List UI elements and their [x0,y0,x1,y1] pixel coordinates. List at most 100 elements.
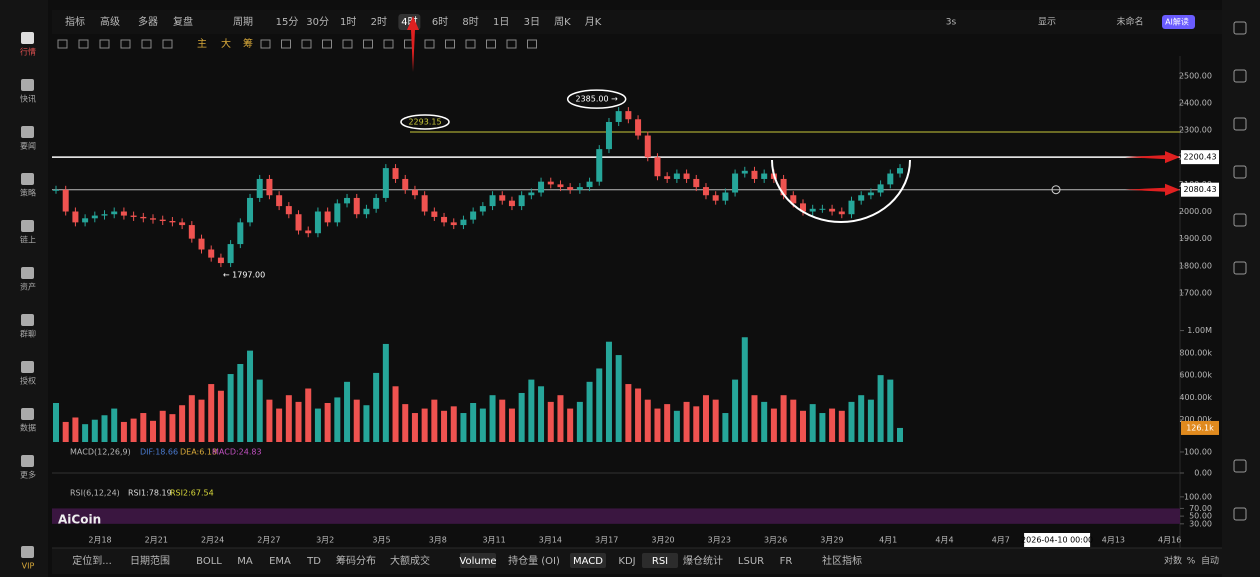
volume-bar [858,395,865,442]
bottom-item[interactable]: Volume [459,556,496,567]
sidebar-icon[interactable] [21,267,34,279]
period[interactable]: 8时 [462,16,478,28]
sidebar-label[interactable]: 策略 [20,188,36,198]
bottom-item[interactable]: MACD [573,556,603,567]
candle [829,208,836,212]
sidebar-label[interactable]: 行情 [20,47,36,57]
side-icon[interactable] [1233,213,1247,227]
tool-icon[interactable] [424,39,435,49]
sidebar-label[interactable]: 数据 [20,423,36,433]
period-label[interactable]: 周期 [233,16,253,28]
sidebar-icon[interactable] [21,126,34,138]
sidebar-label[interactable]: 链上 [20,235,36,245]
tool-icon[interactable] [57,39,68,49]
tool-icon[interactable] [445,39,455,49]
sidebar-icon[interactable] [21,79,34,91]
bottom-item[interactable]: RSI [652,556,668,567]
sidebar-label[interactable]: 群聊 [20,329,36,339]
bottom-item[interactable]: EMA [269,556,291,567]
bottom-item[interactable]: TD [306,556,321,567]
tool-icon[interactable] [120,39,131,49]
tool-icon[interactable] [527,39,537,49]
side-icon[interactable] [1233,459,1247,473]
bottom-item[interactable]: 定位到... [72,554,112,567]
bottom-right[interactable]: 自动 [1201,555,1219,567]
bottom-right[interactable]: % [1187,557,1196,567]
volume-bar [829,408,836,442]
tool-icon[interactable] [281,39,291,49]
tool-icon[interactable] [141,39,152,49]
period[interactable]: 1日 [493,17,509,28]
toolbar-item[interactable]: 多器 [138,15,158,28]
toolbar-item[interactable]: 复盘 [173,15,193,28]
toolbar-right[interactable]: AI解读 [1165,17,1189,27]
bottom-item[interactable]: 大额成交 [390,554,430,567]
draw-tool[interactable]: 大 [221,37,231,50]
sidebar-icon[interactable] [21,455,34,467]
side-icon[interactable] [1233,117,1247,131]
sidebar-label[interactable]: 快讯 [20,94,36,104]
side-icon[interactable] [1233,21,1247,35]
toolbar-item[interactable]: 高级 [100,15,120,28]
sidebar-icon[interactable] [21,361,34,373]
tool-icon[interactable] [301,39,312,49]
bottom-item[interactable]: LSUR [738,556,764,567]
tool-icon[interactable] [506,39,517,49]
tool-icon[interactable] [78,39,89,49]
red-arrow [407,16,419,72]
sidebar-icon[interactable] [21,314,34,326]
side-icon[interactable] [1233,261,1247,275]
sidebar-label[interactable]: 要闻 [20,142,36,151]
toolbar-right[interactable]: 显示 [1038,17,1056,28]
candle [799,203,806,212]
tool-icon[interactable] [322,39,332,49]
bottom-item[interactable]: KDJ [618,556,635,567]
side-icon[interactable] [1233,165,1247,179]
sidebar-icon[interactable] [21,173,34,185]
toolbar-right[interactable]: 未命名 [1116,16,1143,28]
sidebar-label[interactable]: VIP [22,562,35,571]
tool-icon[interactable] [363,39,373,49]
sidebar-label[interactable]: 更多 [20,470,36,480]
sidebar-label[interactable]: 授权 [20,376,36,386]
bottom-item[interactable]: MA [237,556,253,567]
sidebar-icon[interactable] [21,546,34,558]
line-label: 2293.15 [408,117,441,126]
period[interactable]: 3日 [524,17,540,28]
sidebar-icon[interactable] [21,220,34,232]
toolbar-item[interactable]: 指标 [65,15,85,28]
bottom-item[interactable]: 持仓量 (OI) [508,554,560,567]
bottom-item[interactable]: BOLL [196,556,222,567]
side-icon[interactable] [1233,69,1247,83]
bottom-item[interactable]: 筹码分布 [336,554,376,567]
period[interactable]: 2时 [371,16,387,28]
tool-icon[interactable] [162,39,173,49]
period[interactable]: 周K [554,16,571,28]
period[interactable]: 月K [585,16,602,28]
tool-icon[interactable] [342,39,353,49]
tool-icon[interactable] [486,39,496,49]
tool-icon[interactable] [383,39,394,49]
tool-icon[interactable] [260,39,271,49]
bottom-right[interactable]: 对数 [1164,555,1182,567]
x-tick-label: 2月24 [201,536,224,545]
tool-icon[interactable] [465,39,476,49]
draw-tool[interactable]: 筹 [243,37,253,50]
bottom-item[interactable]: 爆仓统计 [683,554,723,567]
tool-icon[interactable] [99,39,110,49]
bottom-item[interactable]: 日期范围 [130,554,170,567]
candle [53,189,59,191]
period[interactable]: 15分 [276,16,299,28]
bottom-item[interactable]: FR [780,556,793,567]
period[interactable]: 30分 [306,16,329,28]
sidebar-icon[interactable] [21,32,34,44]
draw-tool[interactable]: 主 [197,38,207,50]
period[interactable]: 6时 [432,16,448,28]
toolbar-right[interactable]: 3s [946,18,957,28]
sidebar-icon[interactable] [21,408,34,420]
side-icon[interactable] [1233,507,1247,521]
bottom-item[interactable]: 社区指标 [822,554,862,567]
period[interactable]: 1时 [340,16,356,28]
candle [450,222,457,226]
sidebar-label[interactable]: 资产 [20,282,36,292]
